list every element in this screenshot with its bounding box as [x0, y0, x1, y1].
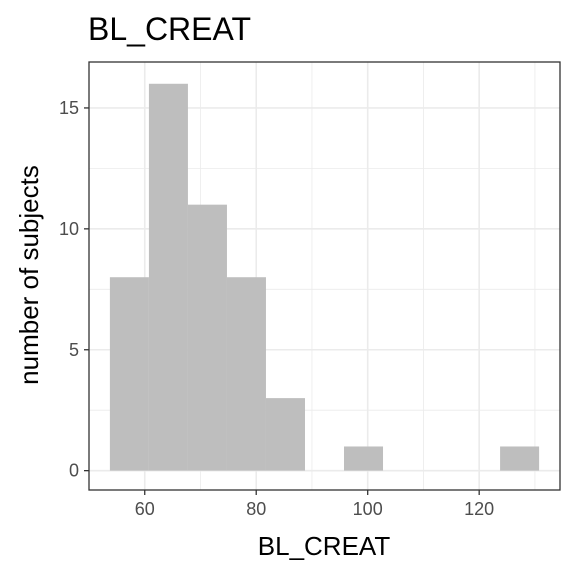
x-tick-label-0: 60	[135, 499, 155, 519]
x-tick-label-2: 100	[353, 499, 383, 519]
y-axis-title: number of subjects	[14, 165, 44, 385]
x-tick-label-1: 80	[246, 499, 266, 519]
chart-title: BL_CREAT	[88, 11, 251, 47]
histogram-bar-1	[148, 83, 188, 471]
y-tick-label-0: 0	[69, 461, 79, 481]
x-axis-title: BL_CREAT	[258, 531, 391, 561]
y-tick-label-3: 15	[59, 98, 79, 118]
histogram-bar-6	[344, 446, 384, 471]
histogram-bar-10	[500, 446, 540, 471]
panel-border	[88, 61, 561, 491]
x-tick-label-3: 120	[464, 499, 494, 519]
y-tick-label-1: 5	[69, 340, 79, 360]
histogram-bars	[109, 83, 540, 471]
histogram-bar-0	[109, 277, 149, 471]
histogram-bar-4	[265, 398, 305, 471]
histogram-bar-3	[226, 277, 266, 471]
y-tick-label-2: 10	[59, 219, 79, 239]
histogram-bar-2	[187, 204, 227, 471]
axes: 60 80 100 120 0 5 10 15	[59, 98, 494, 519]
